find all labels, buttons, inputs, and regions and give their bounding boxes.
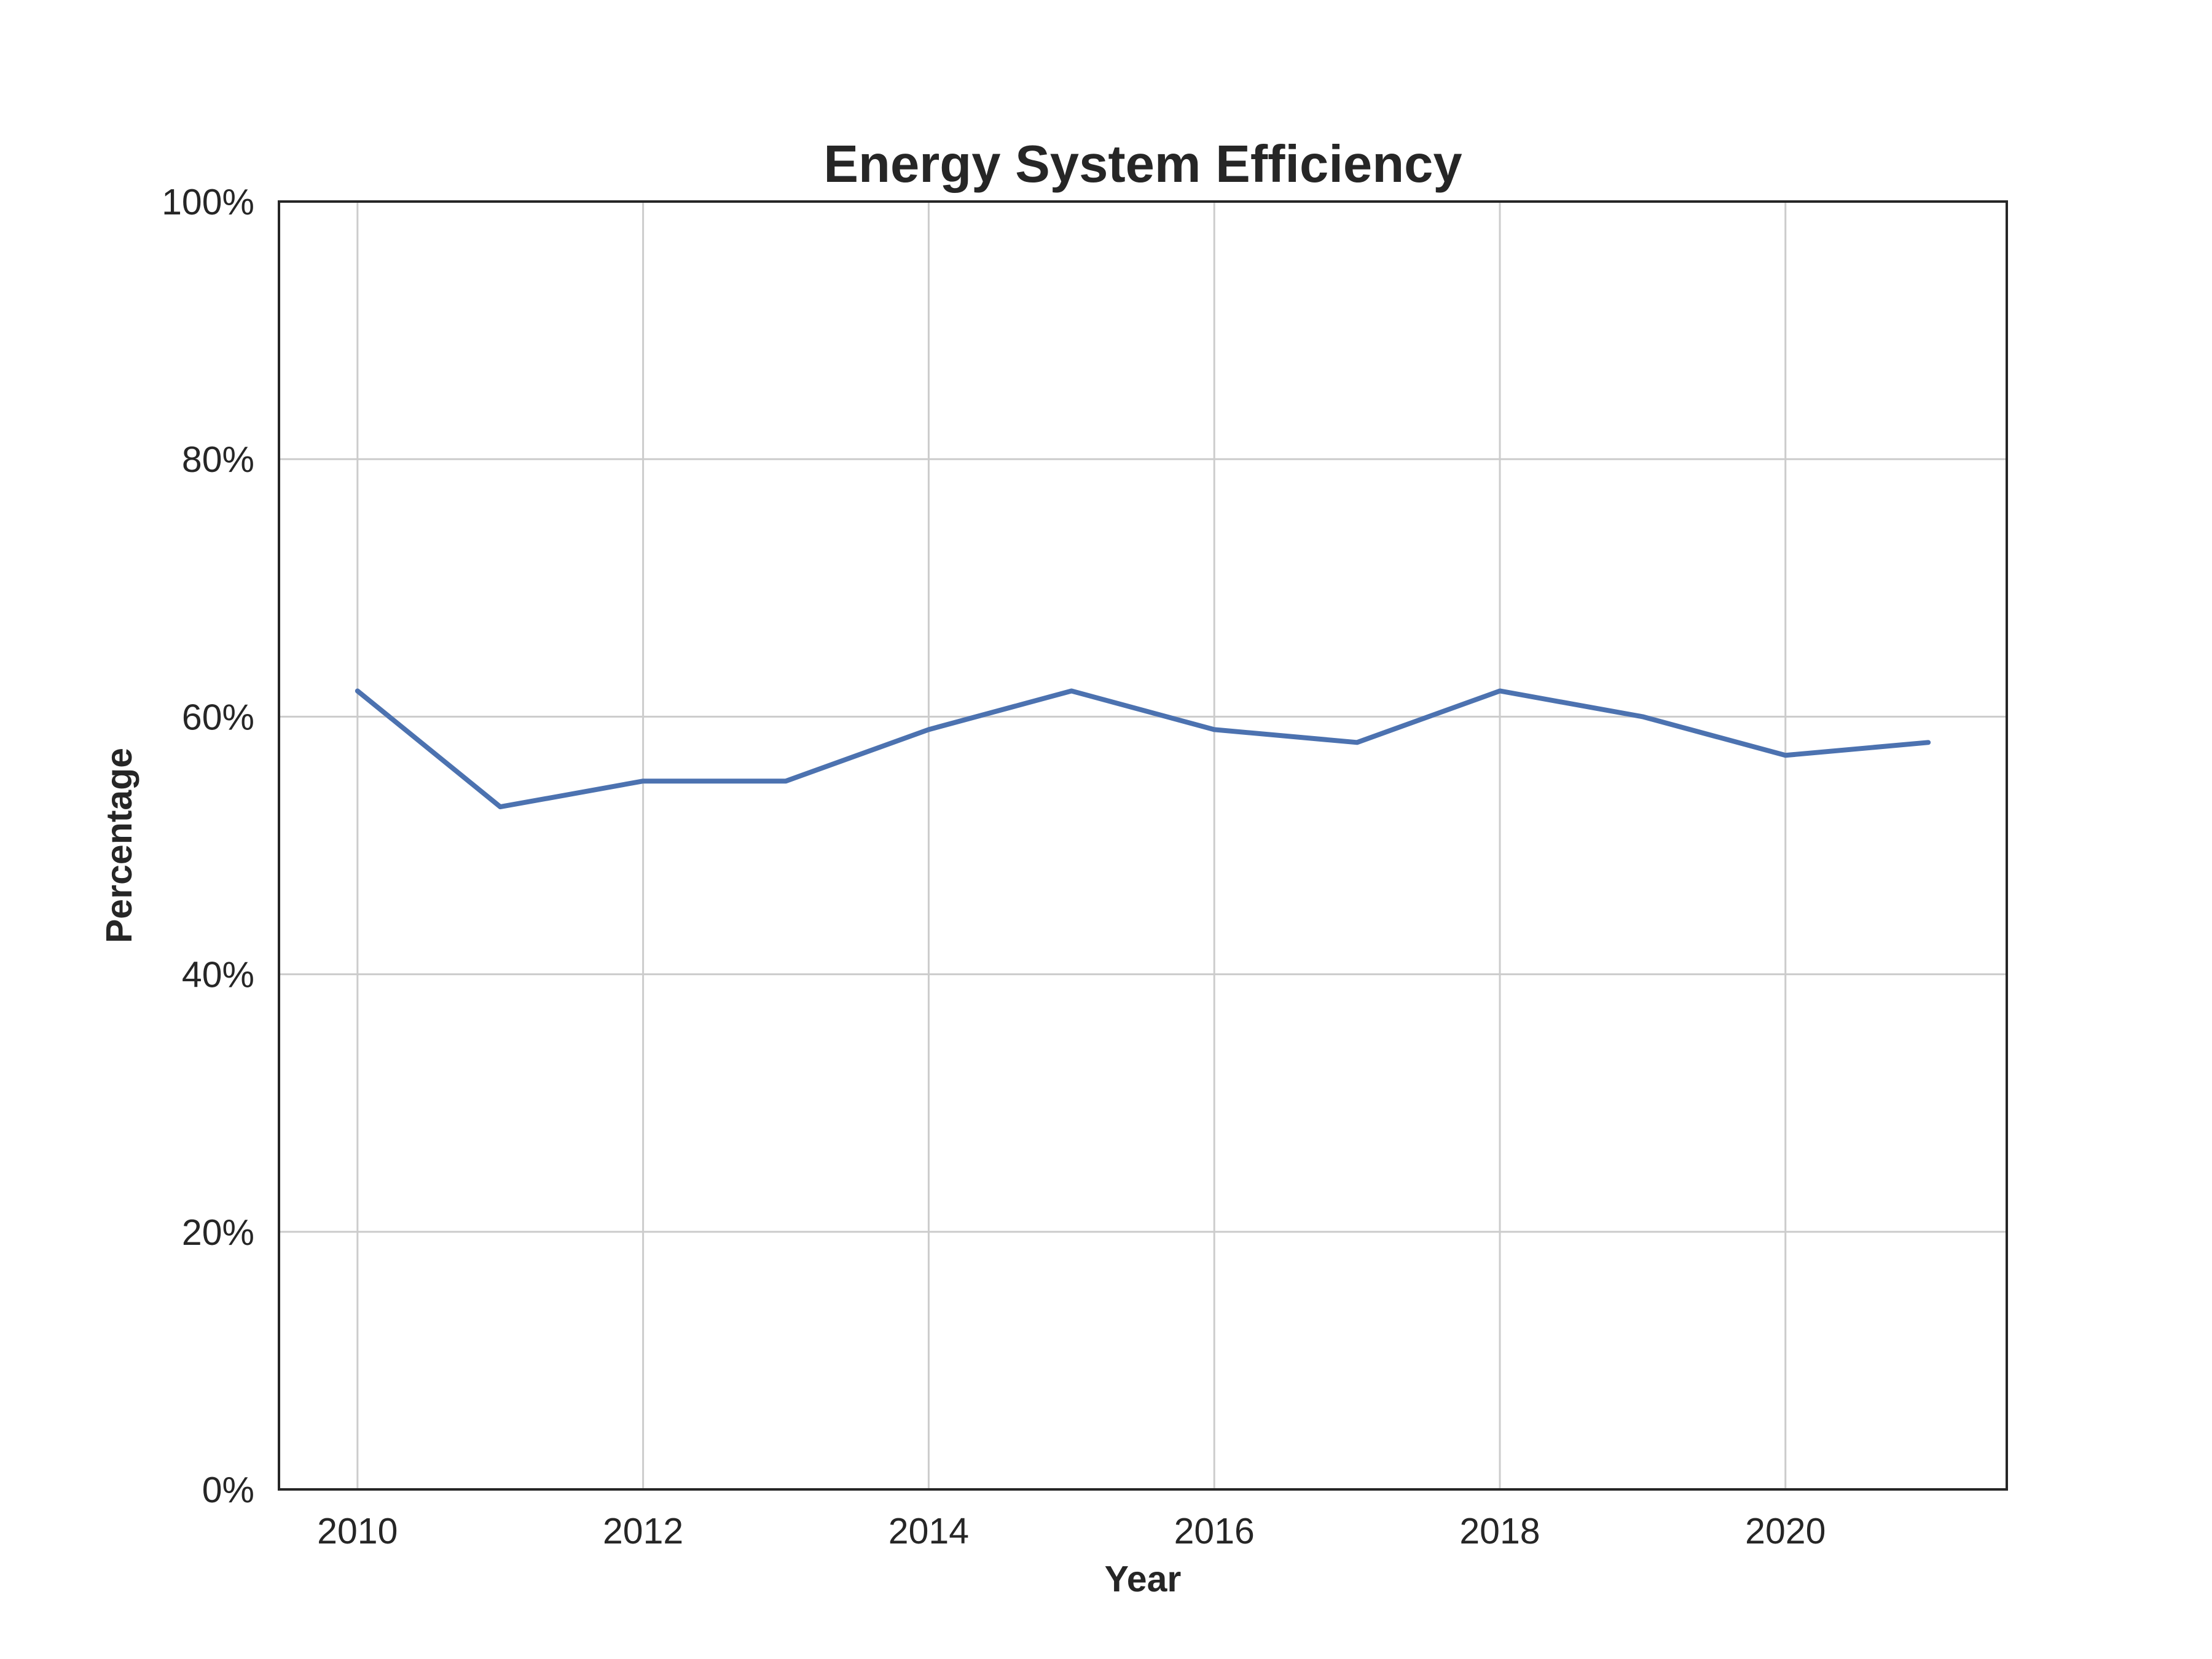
y-tick-label: 80% [182,439,254,480]
x-tick-label: 2012 [603,1511,683,1551]
x-tick-label: 2020 [1745,1511,1826,1551]
y-tick-label: 0% [202,1470,254,1510]
grid-lines [279,200,2007,1491]
y-tick-label: 100% [162,182,254,222]
series-layer [355,688,1931,810]
y-tick-label: 20% [182,1212,254,1253]
x-tick-label: 2014 [888,1511,969,1551]
x-tick-labels: 2010 2012 2014 2016 2018 2020 [317,1511,1826,1551]
x-tick-label: 2010 [317,1511,398,1551]
y-tick-label: 60% [182,697,254,737]
series-line [355,688,1931,810]
y-tick-label: 40% [182,955,254,995]
y-tick-labels: 0% 20% 40% 60% 80% 100% [162,182,254,1510]
x-tick-label: 2016 [1174,1511,1255,1551]
plot-frame [278,200,2008,1491]
chart-title: Energy System Efficiency [823,135,1462,194]
x-tick-label: 2018 [1459,1511,1540,1551]
y-axis-label: Percentage [99,748,139,943]
x-axis-label: Year [1105,1559,1182,1599]
